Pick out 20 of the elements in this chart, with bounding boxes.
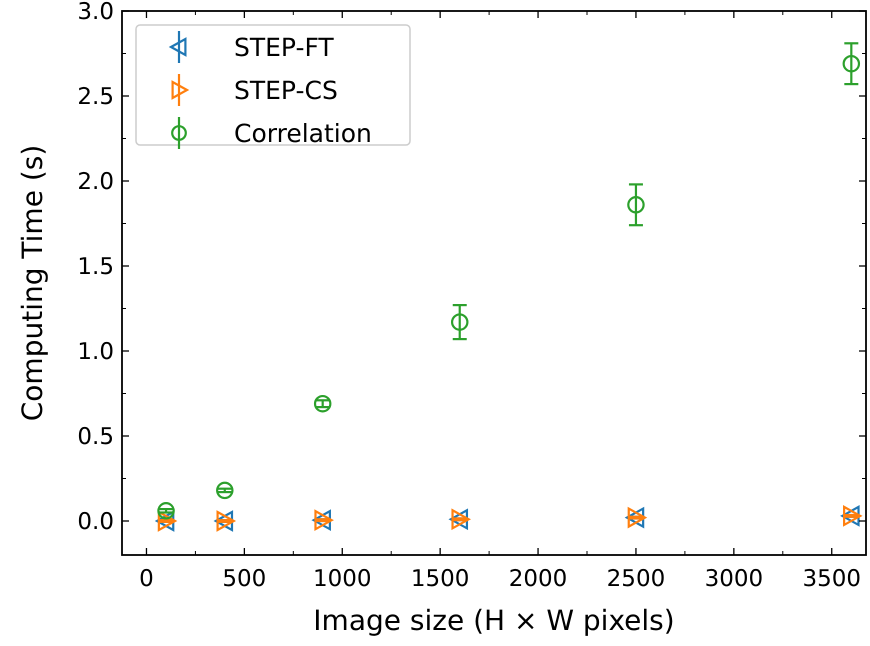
legend-label: STEP-FT — [234, 33, 334, 62]
y-tick-label: 0.5 — [77, 424, 114, 450]
legend-label: Correlation — [234, 119, 372, 148]
x-axis-title: Image size (H × W pixels) — [313, 604, 675, 637]
y-tick-label: 1.0 — [77, 339, 114, 365]
x-tick-label: 0 — [139, 566, 154, 592]
y-tick-label: 3.0 — [77, 0, 114, 25]
x-tick-label: 2500 — [606, 566, 666, 592]
y-tick-label: 0.0 — [77, 509, 114, 535]
x-tick-label: 1500 — [410, 566, 470, 592]
y-tick-label: 2.0 — [77, 169, 114, 195]
x-tick-label: 1000 — [312, 566, 372, 592]
x-tick-label: 2000 — [508, 566, 568, 592]
x-tick-label: 3000 — [704, 566, 764, 592]
x-tick-label: 500 — [222, 566, 266, 592]
y-axis-title: Computing Time (s) — [16, 144, 49, 422]
x-tick-label: 3500 — [802, 566, 862, 592]
y-tick-label: 1.5 — [77, 254, 114, 280]
legend-label: STEP-CS — [234, 76, 338, 105]
y-tick-label: 2.5 — [77, 84, 114, 110]
